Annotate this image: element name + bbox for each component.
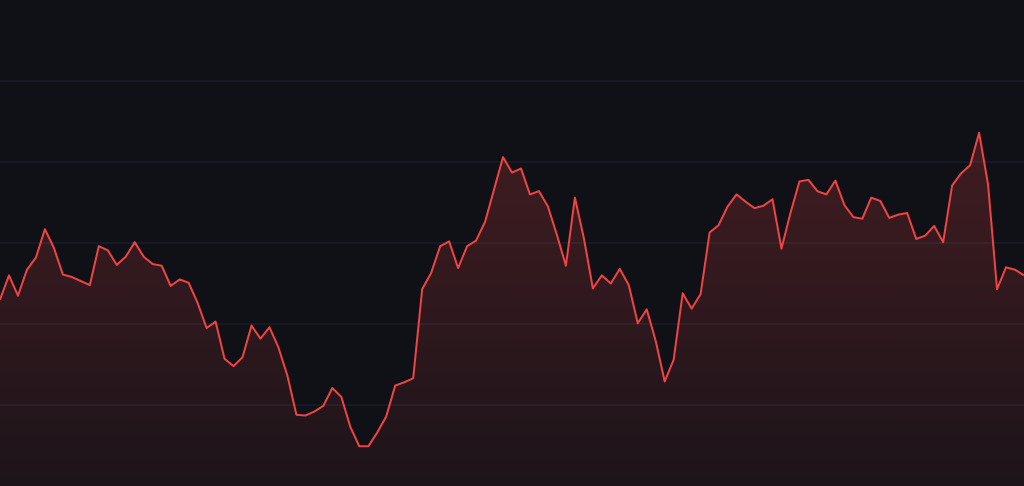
series-line xyxy=(0,131,1024,448)
area-fill xyxy=(0,132,1024,486)
